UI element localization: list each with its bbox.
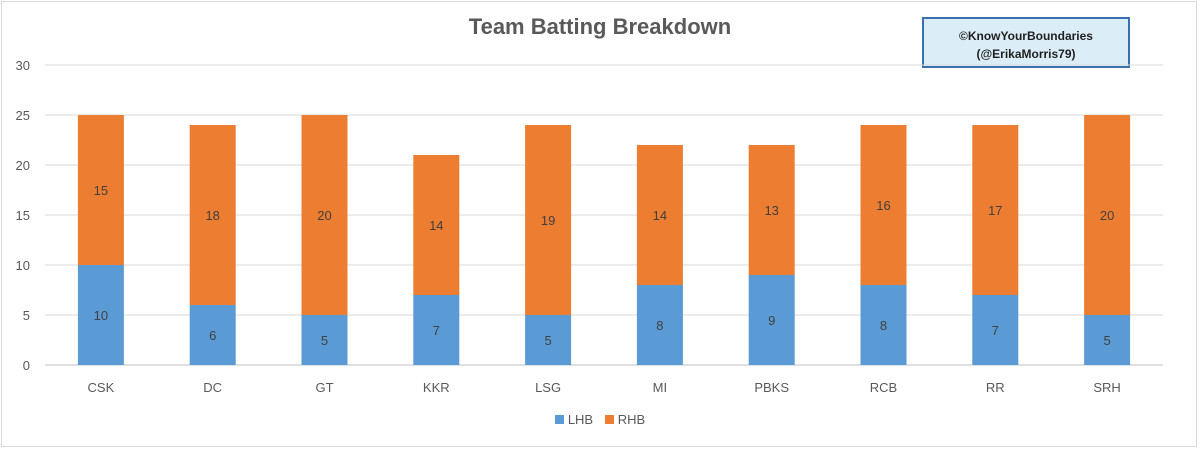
x-tick-label-lsg: LSG [535,380,561,395]
data-label-lhb-lsg: 5 [544,333,551,348]
bar-rhb-mi [636,145,683,285]
data-label-rhb-rr: 17 [988,203,1002,218]
data-label-rhb-kkr: 14 [429,218,443,233]
y-tick-label: 25 [16,108,30,123]
bar-lhb-csk [77,265,124,365]
y-tick-label: 0 [23,358,30,373]
y-tick-label: 10 [16,258,30,273]
legend-item-rhb: RHB [604,412,646,427]
x-tick-label-mi: MI [653,380,667,395]
data-label-rhb-gt: 20 [317,208,331,223]
data-labels: 10 15 6 18 5 20 7 14 5 19 8 14 9 13 8 16 7 17 5 20 [94,183,1115,348]
bar-rhb-rcb [860,125,907,285]
data-label-rhb-mi: 14 [653,208,667,223]
bar-rhb-srh [1084,115,1131,315]
bar-rhb-dc [189,125,236,305]
data-label-rhb-lsg: 19 [541,213,555,228]
y-tick-label: 5 [23,308,30,323]
legend: LHB RHB [0,412,1200,427]
x-tick-label-srh: SRH [1093,380,1120,395]
bar-lhb-rcb [860,285,907,365]
bar-rhb-csk [77,115,124,265]
bar-lhb-lsg [525,315,572,365]
legend-item-lhb: LHB [554,412,594,427]
data-label-lhb-kkr: 7 [433,323,440,338]
bar-lhb-rr [972,295,1019,365]
bar-lhb-gt [301,315,348,365]
x-axis-ticks: CSK DC GT KKR LSG MI PBKS RCB RR SRH [88,380,1121,395]
bar-lhb-mi [636,285,683,365]
bar-lhb-pbks [748,275,795,365]
legend-swatch-rhb [604,415,614,424]
x-tick-label-kkr: KKR [423,380,450,395]
y-axis-ticks: 0 5 10 15 20 25 30 [16,58,30,373]
y-tick-label: 30 [16,58,30,73]
bar-rhb-pbks [748,145,795,275]
y-tick-label: 15 [16,208,30,223]
data-label-rhb-dc: 18 [205,208,219,223]
bar-lhb-kkr [413,295,460,365]
data-label-lhb-dc: 6 [209,328,216,343]
bar-rhb-gt [301,115,348,315]
bar-rhb-lsg [525,125,572,315]
x-tick-label-rcb: RCB [870,380,897,395]
data-label-lhb-rcb: 8 [880,318,887,333]
data-label-lhb-rr: 7 [992,323,999,338]
bar-rhb-rr [972,125,1019,295]
bar-rhb-kkr [413,155,460,295]
legend-label-rhb: RHB [617,412,646,427]
bar-lhb-dc [189,305,236,365]
bar-lhb-srh [1084,315,1131,365]
credit-line-2: (@ErikaMorris79) [976,47,1076,61]
x-tick-label-dc: DC [203,380,222,395]
credit-line-1: ©KnowYourBoundaries [959,29,1093,43]
x-tick-label-rr: RR [986,380,1005,395]
x-tick-label-gt: GT [315,380,333,395]
y-tick-label: 20 [16,158,30,173]
legend-label-lhb: LHB [567,412,594,427]
data-label-lhb-csk: 10 [94,308,108,323]
data-label-lhb-pbks: 9 [768,313,775,328]
x-tick-label-pbks: PBKS [754,380,789,395]
data-label-rhb-srh: 20 [1100,208,1114,223]
data-label-lhb-srh: 5 [1103,333,1110,348]
data-label-rhb-rcb: 16 [876,198,890,213]
data-label-lhb-gt: 5 [321,333,328,348]
data-label-rhb-csk: 15 [94,183,108,198]
data-label-lhb-mi: 8 [656,318,663,333]
credit-box: ©KnowYourBoundaries (@ErikaMorris79) [922,17,1130,68]
x-tick-label-csk: CSK [88,380,115,395]
data-label-rhb-pbks: 13 [764,203,778,218]
bars [77,115,1131,365]
chart-title: Team Batting Breakdown [468,14,732,39]
legend-swatch-lhb [554,415,564,424]
